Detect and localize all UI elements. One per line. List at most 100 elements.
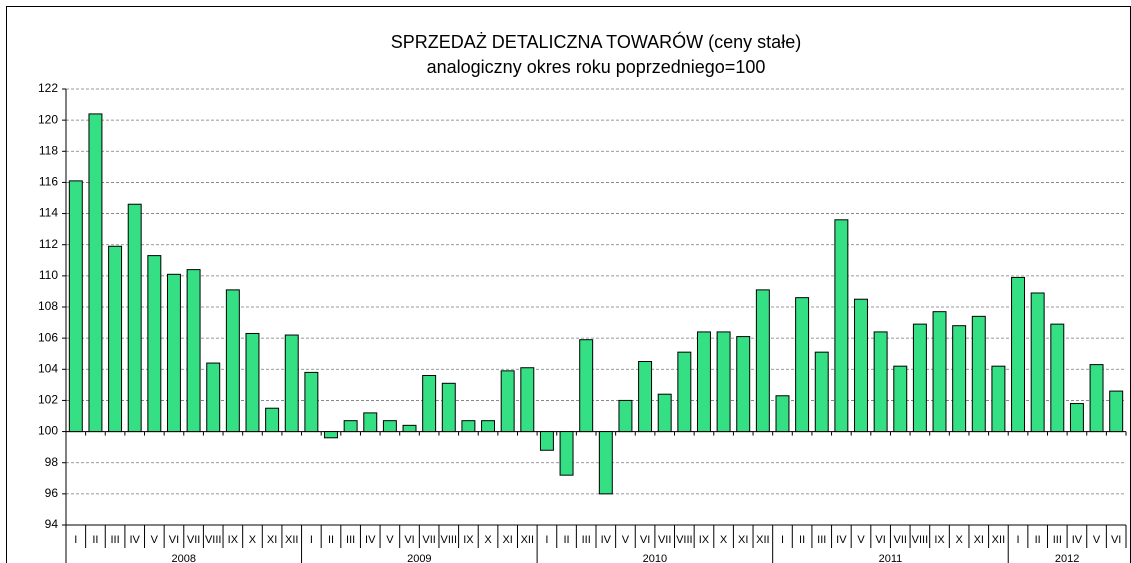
bar	[1011, 276, 1026, 433]
x-tick-label: III	[817, 534, 826, 546]
x-tick-label: X	[484, 534, 492, 546]
bar	[893, 365, 908, 433]
y-tick-label: 120	[38, 112, 58, 126]
x-tick-label: XII	[521, 534, 534, 546]
x-tick-label: III	[582, 534, 591, 546]
x-tick-label: VI	[169, 534, 179, 546]
bar	[677, 351, 692, 433]
bar	[186, 269, 201, 433]
x-tick-label: V	[622, 534, 630, 546]
y-tick-label: 106	[38, 330, 58, 344]
bar	[952, 325, 967, 433]
y-tick-label: 102	[38, 393, 58, 407]
x-tick-label: I	[781, 534, 784, 546]
bar	[382, 420, 397, 433]
x-tick-label: III	[346, 534, 355, 546]
x-tick-label: I	[74, 534, 77, 546]
x-tick-label: VIII	[205, 534, 222, 546]
x-tick-label: II	[328, 534, 334, 546]
bar	[657, 393, 672, 433]
bar	[755, 289, 770, 433]
x-tick-label: XI	[738, 534, 748, 546]
bar	[127, 203, 142, 433]
bar	[461, 420, 476, 433]
x-tick-label: III	[1053, 534, 1062, 546]
bar	[873, 331, 888, 433]
x-tick-label: X	[955, 534, 963, 546]
x-tick-label: IV	[365, 534, 376, 546]
x-tick-label: VI	[875, 534, 885, 546]
x-tick-label: VIII	[912, 534, 929, 546]
x-tick-label: I	[545, 534, 548, 546]
bar	[1050, 323, 1065, 433]
x-tick-label: V	[1093, 534, 1101, 546]
bar	[206, 362, 221, 433]
x-tick-label: VI	[640, 534, 650, 546]
x-tick-label: VII	[422, 534, 435, 546]
y-tick-label: 118	[39, 143, 58, 157]
x-tick-label: VII	[187, 534, 200, 546]
bar	[166, 273, 181, 433]
y-tick-label: 94	[45, 517, 59, 531]
bar	[68, 180, 83, 433]
bar	[971, 315, 986, 433]
bar	[343, 420, 358, 433]
x-tick-label: II	[563, 534, 569, 546]
x-tick-label: I	[310, 534, 313, 546]
y-tick-label: 122	[38, 81, 58, 95]
bar	[88, 113, 103, 433]
bar	[559, 431, 574, 476]
x-tick-label: IV	[130, 534, 141, 546]
bar	[324, 431, 338, 439]
x-tick-label: IX	[228, 534, 239, 546]
x-tick-label: VII	[658, 534, 671, 546]
bar	[912, 323, 927, 433]
y-tick-label: 112	[39, 237, 58, 251]
x-tick-label: X	[249, 534, 257, 546]
bar	[265, 407, 280, 433]
year-label: 2008	[172, 553, 196, 563]
bar	[716, 331, 731, 433]
x-tick-label: VI	[404, 534, 414, 546]
x-tick-label: XII	[992, 534, 1005, 546]
x-tick-label: II	[799, 534, 805, 546]
x-tick-label: VII	[894, 534, 907, 546]
year-label: 2012	[1055, 553, 1079, 563]
y-tick-label: 96	[45, 486, 59, 500]
x-tick-label: IV	[836, 534, 847, 546]
y-tick-label: 110	[39, 268, 58, 282]
x-tick-label: VIII	[676, 534, 693, 546]
bar	[1069, 403, 1084, 433]
x-tick-label: XI	[974, 534, 984, 546]
x-tick-label: IX	[463, 534, 474, 546]
bar	[1109, 390, 1124, 433]
bar	[520, 367, 535, 433]
bar	[108, 245, 123, 433]
x-tick-label: XI	[267, 534, 277, 546]
bar	[598, 431, 613, 495]
bar	[481, 420, 496, 433]
x-tick-label: V	[386, 534, 394, 546]
x-tick-label: IX	[934, 534, 945, 546]
x-tick-label: VI	[1111, 534, 1121, 546]
bar	[304, 371, 319, 433]
x-tick-label: X	[720, 534, 728, 546]
x-tick-label: II	[92, 534, 98, 546]
bar	[284, 334, 299, 433]
chart-subtitle: analogiczny okres roku poprzedniego=100	[427, 57, 766, 77]
bar	[834, 219, 849, 433]
x-tick-label: XII	[285, 534, 298, 546]
chart-title: SPRZEDAŻ DETALICZNA TOWARÓW (ceny stałe)	[391, 31, 801, 52]
year-label: 2010	[643, 553, 667, 563]
y-tick-label: 98	[45, 455, 59, 469]
y-tick-label: 100	[38, 424, 58, 438]
x-tick-label: VIII	[441, 534, 458, 546]
x-tick-label: V	[857, 534, 865, 546]
bar	[1089, 364, 1104, 433]
y-tick-label: 116	[39, 175, 58, 189]
bar	[147, 255, 162, 433]
bar	[638, 361, 653, 433]
bar	[696, 331, 711, 433]
year-label: 2011	[879, 553, 903, 563]
